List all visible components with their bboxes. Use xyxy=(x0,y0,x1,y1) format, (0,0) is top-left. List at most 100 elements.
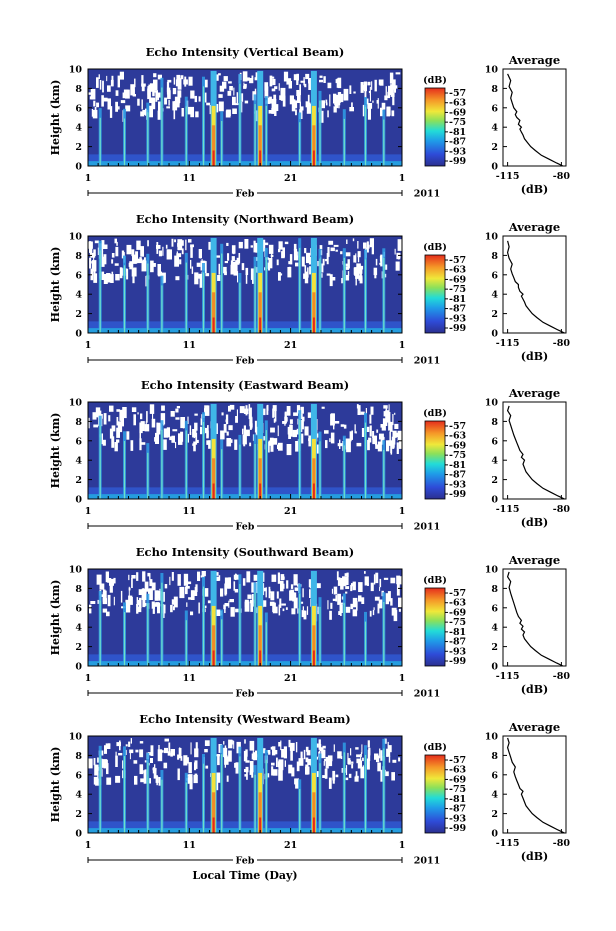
no-echo-gap xyxy=(126,268,129,280)
no-echo-gap xyxy=(131,577,133,588)
echo-column-core xyxy=(123,265,126,333)
no-echo-gap xyxy=(293,74,298,81)
no-echo-gap xyxy=(292,429,297,438)
echo-column-core xyxy=(185,106,187,166)
year-label: 2011 xyxy=(414,189,440,200)
no-echo-gap xyxy=(162,591,165,602)
no-echo-gap xyxy=(272,78,276,86)
no-echo-gap xyxy=(137,98,140,106)
no-echo-gap xyxy=(177,243,180,247)
no-echo-gap xyxy=(255,582,258,590)
no-echo-gap xyxy=(366,758,370,770)
no-echo-gap xyxy=(234,103,239,106)
plot-frame xyxy=(87,735,403,834)
no-echo-gap xyxy=(340,251,343,255)
no-echo-gap xyxy=(104,745,107,754)
no-echo-gap xyxy=(271,766,274,776)
avg-x-tick-label: -115 xyxy=(496,504,520,515)
no-echo-gap xyxy=(271,88,276,92)
no-echo-gap xyxy=(337,751,342,759)
no-echo-gap xyxy=(300,106,304,111)
no-echo-gap xyxy=(251,602,254,607)
no-echo-gap xyxy=(271,98,277,111)
no-echo-gap xyxy=(96,77,99,88)
echo-column-core xyxy=(147,263,149,333)
no-echo-gap xyxy=(280,574,285,581)
panel-title: Echo Intensity (Eastward Beam) xyxy=(141,378,349,392)
no-echo-gap xyxy=(195,111,199,118)
colorbar-label: (dB) xyxy=(423,242,447,253)
no-echo-gap xyxy=(195,584,198,592)
no-echo-gap xyxy=(151,418,156,428)
no-echo-gap xyxy=(117,421,123,433)
no-echo-gap xyxy=(335,774,339,778)
no-echo-gap xyxy=(333,106,337,113)
echo-column-core xyxy=(299,419,301,499)
no-echo-gap xyxy=(191,266,194,274)
no-echo-gap xyxy=(188,762,192,774)
no-echo-gap xyxy=(331,588,333,594)
no-echo-gap xyxy=(188,76,193,86)
no-echo-gap xyxy=(149,579,153,587)
y-tick-label: 10 xyxy=(69,65,83,76)
no-echo-gap xyxy=(356,601,358,611)
no-echo-gap xyxy=(289,95,294,105)
no-echo-gap xyxy=(244,774,248,777)
no-echo-gap xyxy=(341,278,345,284)
avg-y-tick-label: 4 xyxy=(491,123,498,134)
avg-y-tick-label: 8 xyxy=(491,251,498,262)
no-echo-gap xyxy=(392,95,395,106)
no-echo-gap xyxy=(219,94,221,97)
no-echo-gap xyxy=(393,85,396,93)
no-echo-gap xyxy=(118,106,120,110)
no-echo-gap xyxy=(248,407,252,420)
no-echo-gap xyxy=(243,83,247,88)
no-echo-gap xyxy=(140,111,145,117)
no-echo-gap xyxy=(385,86,387,97)
no-echo-gap xyxy=(372,431,375,438)
echo-column-core xyxy=(343,257,345,333)
no-echo-gap xyxy=(394,248,396,255)
no-echo-gap xyxy=(150,260,154,273)
echo-column-core xyxy=(221,253,223,333)
no-echo-gap xyxy=(92,109,98,119)
no-echo-gap xyxy=(222,747,228,757)
y-tick-label: 6 xyxy=(75,103,82,114)
no-echo-gap xyxy=(128,741,131,747)
no-echo-gap xyxy=(194,422,198,431)
no-echo-gap xyxy=(123,89,129,98)
no-echo-gap xyxy=(91,260,97,272)
no-echo-gap xyxy=(142,109,146,115)
echo-column-core xyxy=(99,117,101,166)
no-echo-gap xyxy=(305,764,309,775)
no-echo-gap xyxy=(280,580,284,592)
no-echo-gap xyxy=(141,75,144,87)
no-echo-gap xyxy=(120,417,124,427)
no-echo-gap xyxy=(379,578,382,588)
no-echo-gap xyxy=(163,762,168,769)
no-echo-gap xyxy=(358,582,363,592)
echo-column-core xyxy=(202,272,205,333)
colorbar-tick-label: -57 xyxy=(449,421,466,432)
no-echo-gap xyxy=(224,603,229,607)
no-echo-gap xyxy=(325,440,328,449)
no-echo-gap xyxy=(226,438,232,447)
no-echo-gap xyxy=(330,247,335,252)
no-echo-gap xyxy=(250,268,256,280)
no-echo-gap xyxy=(196,262,201,267)
rain-column-max xyxy=(312,317,315,333)
no-echo-gap xyxy=(179,259,182,265)
no-echo-gap xyxy=(380,436,384,445)
no-echo-gap xyxy=(143,771,148,784)
no-echo-gap xyxy=(300,433,304,444)
colorbar-tick-label: -81 xyxy=(449,127,466,138)
month-label: Feb xyxy=(236,522,255,533)
no-echo-gap xyxy=(121,606,125,609)
avg-x-label: (dB) xyxy=(521,183,548,196)
no-echo-gap xyxy=(138,589,143,595)
no-echo-gap xyxy=(398,438,404,449)
rain-column-max xyxy=(259,817,262,833)
no-echo-gap xyxy=(231,245,236,254)
no-echo-gap xyxy=(355,278,357,286)
no-echo-gap xyxy=(347,271,350,276)
